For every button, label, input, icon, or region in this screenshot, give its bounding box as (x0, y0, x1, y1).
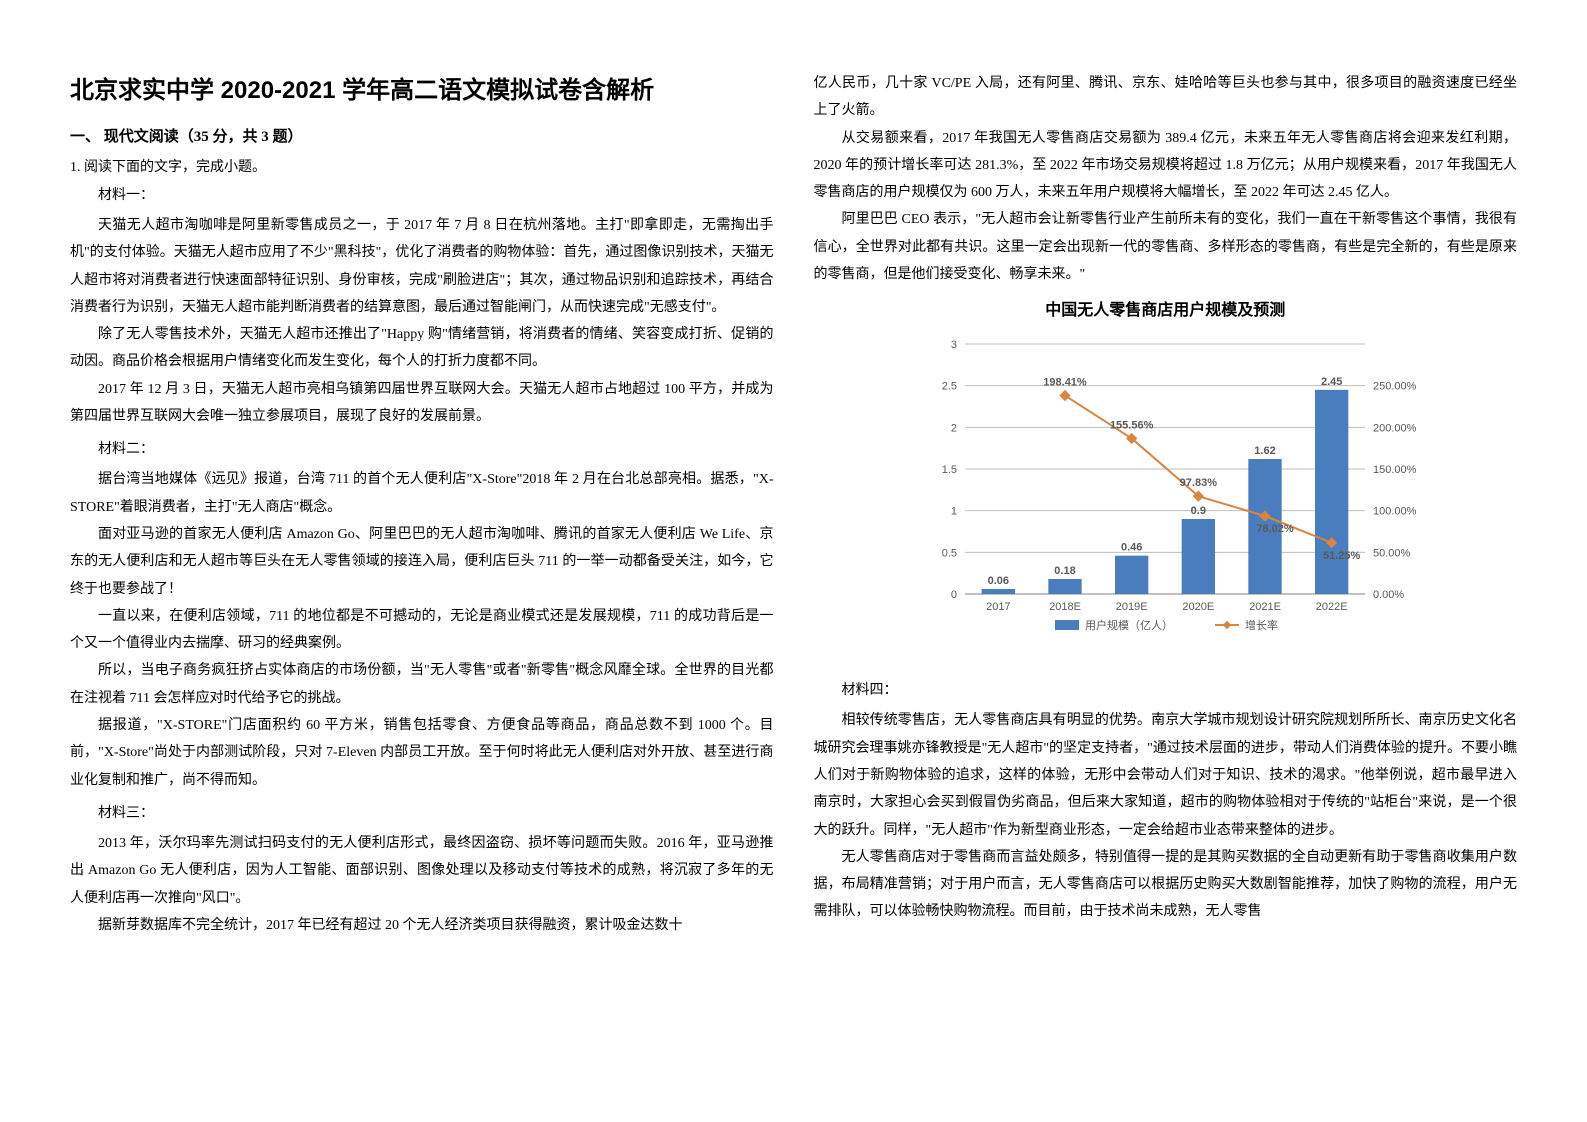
svg-text:2019E: 2019E (1116, 601, 1148, 613)
left-column: 北京求实中学 2020-2021 学年高二语文模拟试卷含解析 一、 现代文阅读（… (50, 70, 794, 1092)
svg-text:1.5: 1.5 (942, 464, 957, 476)
svg-text:0.9: 0.9 (1191, 505, 1206, 517)
svg-text:2021E: 2021E (1249, 601, 1281, 613)
right-column: 亿人民币，几十家 VC/PE 入局，还有阿里、腾讯、京东、娃哈哈等巨头也参与其中… (794, 70, 1538, 1092)
svg-text:2.5: 2.5 (942, 381, 957, 393)
material-2-p1: 据台湾当地媒体《远见》报道，台湾 711 的首个无人便利店"X-Store"20… (70, 466, 774, 521)
svg-text:2018E: 2018E (1049, 601, 1081, 613)
svg-text:2017: 2017 (986, 601, 1010, 613)
material-2-label: 材料二： (70, 438, 774, 458)
svg-text:增长率: 增长率 (1245, 618, 1278, 632)
svg-text:0.00%: 0.00% (1373, 589, 1404, 601)
material-1-p1: 天猫无人超市淘咖啡是阿里新零售成员之一，于 2017 年 7 月 8 日在杭州落… (70, 212, 774, 321)
material-3-p2: 据新芽数据库不完全统计，2017 年已经有超过 20 个无人经济类项目获得融资，… (70, 912, 774, 939)
svg-text:2020E: 2020E (1183, 601, 1215, 613)
chart-title: 中国无人零售商店用户规模及预测 (814, 296, 1518, 320)
svg-text:2022E: 2022E (1316, 601, 1348, 613)
question-1: 1. 阅读下面的文字，完成小题。 (70, 156, 774, 176)
material-2-p3: 一直以来，在便利店领域，711 的地位都是不可撼动的，无论是商业模式还是发展规模… (70, 603, 774, 658)
svg-text:51.25%: 51.25% (1323, 550, 1361, 562)
material-2-p5: 据报道，"X-STORE"门店面积约 60 平方米，销售包括零食、方便食品等商品… (70, 712, 774, 794)
svg-text:198.41%: 198.41% (1044, 377, 1088, 389)
svg-text:0.5: 0.5 (942, 548, 957, 560)
svg-text:250.00%: 250.00% (1373, 381, 1417, 393)
material-4-p1: 相较传统零售店，无人零售商店具有明显的优势。南京大学城市规划设计研究院规划所所长… (814, 707, 1518, 843)
material-1-p2: 除了无人零售技术外，天猫无人超市还推出了"Happy 购"情绪营销，将消费者的情… (70, 321, 774, 376)
svg-text:1: 1 (951, 506, 957, 518)
svg-text:155.56%: 155.56% (1110, 420, 1154, 432)
material-1-p3: 2017 年 12 月 3 日，天猫无人超市亮相乌镇第四届世界互联网大会。天猫无… (70, 376, 774, 431)
svg-text:用户规模（亿人）: 用户规模（亿人） (1085, 618, 1173, 632)
col2-p2: 从交易额来看，2017 年我国无人零售商店交易额为 389.4 亿元，未来五年无… (814, 125, 1518, 207)
material-4-p2: 无人零售商店对于零售商而言益处颇多，特别值得一提的是其购买数据的全自动更新有助于… (814, 844, 1518, 926)
svg-text:78.02%: 78.02% (1257, 523, 1295, 535)
svg-text:2: 2 (951, 423, 957, 435)
page: 北京求实中学 2020-2021 学年高二语文模拟试卷含解析 一、 现代文阅读（… (0, 0, 1587, 1122)
svg-text:0: 0 (951, 589, 957, 601)
material-2-p4: 所以，当电子商务疯狂挤占实体商店的市场份额，当"无人零售"或者"新零售"概念风靡… (70, 657, 774, 712)
exam-title: 北京求实中学 2020-2021 学年高二语文模拟试卷含解析 (70, 70, 774, 105)
material-1-label: 材料一： (70, 184, 774, 204)
user-scale-chart: 0 0.00% 0.5 50.00% 1 100.00% 1.5 150.00% 2 200.00… (905, 324, 1425, 664)
svg-text:100.00%: 100.00% (1373, 506, 1417, 518)
col2-p3: 阿里巴巴 CEO 表示，"无人超市会让新零售行业产生前所未有的变化，我们一直在干… (814, 206, 1518, 288)
svg-text:200.00%: 200.00% (1373, 423, 1417, 435)
material-2-p2: 面对亚马逊的首家无人便利店 Amazon Go、阿里巴巴的无人超市淘咖啡、腾讯的… (70, 521, 774, 603)
svg-text:0.06: 0.06 (988, 575, 1009, 587)
section-1-header: 一、 现代文阅读（35 分，共 3 题） (70, 125, 774, 146)
material-4-label: 材料四： (814, 679, 1518, 699)
svg-text:1.62: 1.62 (1255, 445, 1276, 457)
svg-text:97.83%: 97.83% (1180, 478, 1218, 490)
svg-text:0.46: 0.46 (1121, 542, 1142, 554)
svg-text:150.00%: 150.00% (1373, 464, 1417, 476)
svg-text:50.00%: 50.00% (1373, 548, 1411, 560)
chart-container: 0 0.00% 0.5 50.00% 1 100.00% 1.5 150.00% 2 200.00… (905, 324, 1425, 669)
material-3-p1: 2013 年，沃尔玛率先测试扫码支付的无人便利店形式，最终因盗窃、损坏等问题而失… (70, 830, 774, 912)
material-3-label: 材料三： (70, 802, 774, 822)
col2-p1: 亿人民币，几十家 VC/PE 入局，还有阿里、腾讯、京东、娃哈哈等巨头也参与其中… (814, 70, 1518, 125)
svg-text:3: 3 (951, 339, 957, 351)
svg-text:0.18: 0.18 (1055, 565, 1076, 577)
svg-text:2.45: 2.45 (1321, 376, 1342, 388)
